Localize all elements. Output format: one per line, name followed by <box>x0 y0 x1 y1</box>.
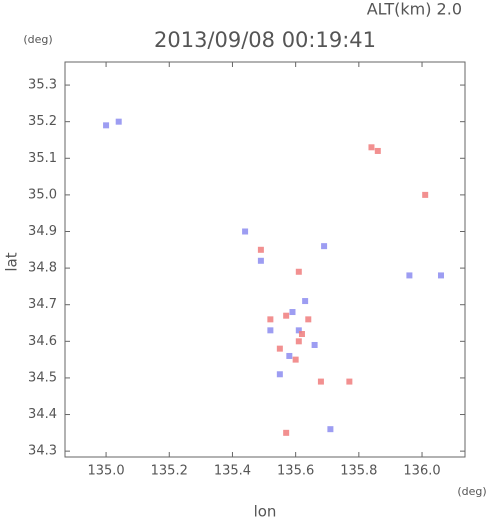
echo-point <box>295 268 302 275</box>
echo-point <box>267 327 274 334</box>
x-tick-label: 135.6 <box>277 464 314 479</box>
echo-point <box>346 378 353 385</box>
echo-point <box>311 341 318 348</box>
echo-point <box>276 345 283 352</box>
echo-point <box>286 352 293 359</box>
echo-point <box>298 330 305 337</box>
y-unit: (deg) <box>23 33 52 46</box>
echo-point <box>257 246 264 253</box>
y-tick-label: 34.4 <box>28 407 57 422</box>
echo-point <box>437 272 444 279</box>
echo-point <box>295 338 302 345</box>
x-tick-label: 135.2 <box>151 464 188 479</box>
y-tick-label: 34.5 <box>28 370 57 385</box>
x-tick-label: 136.0 <box>403 464 440 479</box>
altitude-label: ALT(km) 2.0 <box>367 0 462 19</box>
echo-point <box>283 429 290 436</box>
echo-point <box>317 378 324 385</box>
echo-point <box>295 327 302 334</box>
echo-point <box>115 118 122 125</box>
echo-point <box>292 356 299 363</box>
x-tick-label: 135.8 <box>340 464 377 479</box>
echo-point <box>283 312 290 319</box>
y-axis-label: lat <box>3 252 21 271</box>
echo-point <box>103 122 110 129</box>
y-tick-label: 35.0 <box>28 187 57 202</box>
echo-point <box>374 147 381 154</box>
x-unit: (deg) <box>457 485 486 498</box>
plot-frame <box>64 61 466 458</box>
echo-point <box>257 257 264 264</box>
x-tick-label: 135.4 <box>214 464 251 479</box>
echo-point <box>422 191 429 198</box>
y-tick-label: 35.3 <box>28 78 57 93</box>
echo-point <box>276 371 283 378</box>
echo-point <box>406 272 413 279</box>
echo-point <box>327 426 334 433</box>
y-tick-label: 34.9 <box>28 224 57 239</box>
y-tick-label: 35.1 <box>28 151 57 166</box>
echo-point <box>305 316 312 323</box>
y-tick-label: 34.8 <box>28 261 57 276</box>
echo-point <box>242 228 249 235</box>
y-tick-label: 34.7 <box>28 297 57 312</box>
y-tick-label: 34.3 <box>28 444 57 459</box>
y-tick-label: 35.2 <box>28 114 57 129</box>
chart-title: 2013/09/08 00:19:41 <box>154 28 376 52</box>
echo-point <box>302 298 309 305</box>
echo-point <box>368 144 375 151</box>
y-tick-label: 34.6 <box>28 334 57 349</box>
echo-point <box>267 316 274 323</box>
x-tick-label: 135.0 <box>87 464 124 479</box>
x-axis-label: lon <box>254 503 277 521</box>
echo-point <box>289 309 296 316</box>
echo-point <box>321 243 328 250</box>
